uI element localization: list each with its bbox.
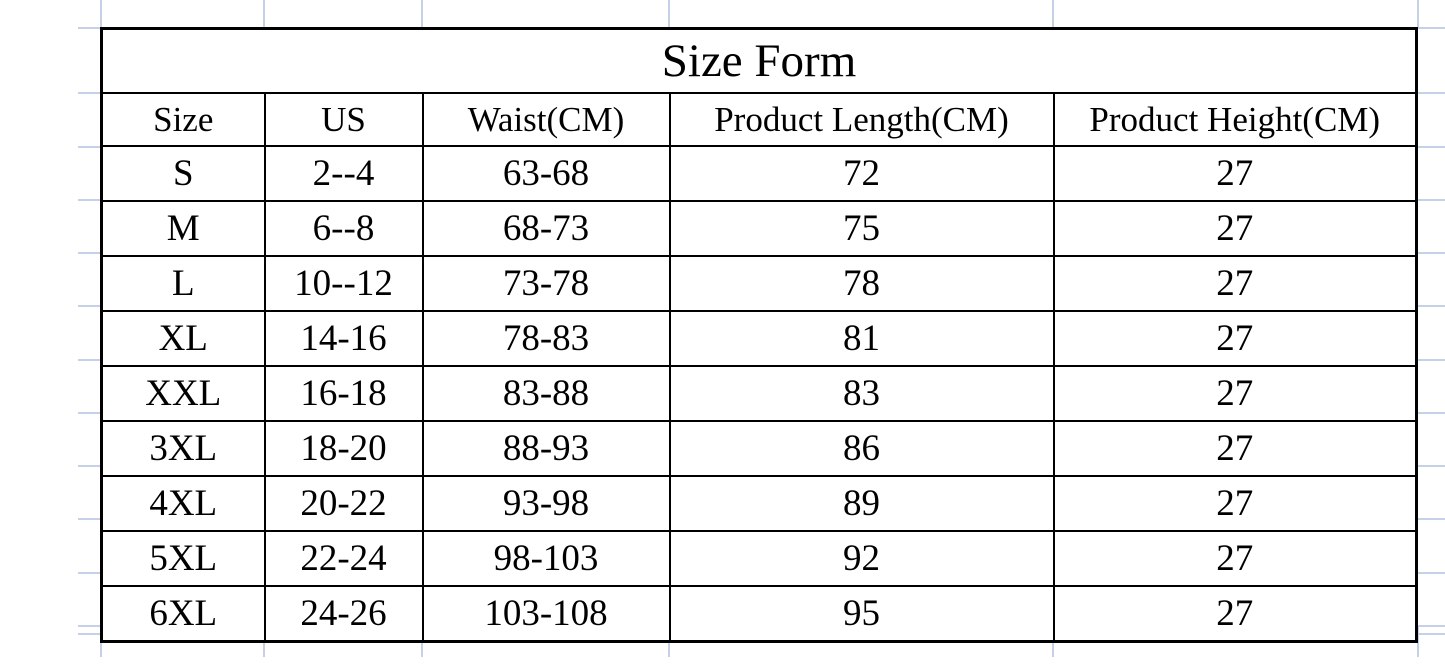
value-cell: 27: [1052, 310, 1418, 367]
gridline-segment: [1417, 0, 1419, 27]
gridline-segment: [1052, 0, 1054, 27]
size-label-cell: 6XL: [100, 585, 266, 643]
gridline-segment: [1415, 518, 1445, 520]
gridline-segment: [1415, 146, 1445, 148]
gridline-segment: [421, 0, 423, 27]
gridline-segment: [1415, 625, 1445, 627]
size-label-cell: S: [100, 145, 266, 202]
gridline-segment: [100, 0, 102, 27]
value-cell: 72: [668, 145, 1055, 202]
value-cell: 78-83: [421, 310, 671, 367]
size-label-cell: L: [100, 255, 266, 312]
value-cell: 92: [668, 530, 1055, 587]
gridline-segment: [78, 199, 100, 201]
size-label-cell: XXL: [100, 365, 266, 422]
value-cell: 27: [1052, 475, 1418, 532]
value-cell: 63-68: [421, 145, 671, 202]
table-body: S 2--4 63-68 72 27 M 6--8 68-73 75 27 L 10--12 73-78…: [100, 145, 1418, 643]
value-cell: 27: [1052, 145, 1418, 202]
value-cell: 73-78: [421, 255, 671, 312]
value-cell: 95: [668, 585, 1055, 643]
value-cell: 98-103: [421, 530, 671, 587]
gridline-segment: [78, 572, 100, 574]
column-header: Waist(CM): [421, 92, 671, 147]
column-header: Product Length(CM): [668, 92, 1055, 147]
gridline-segment: [78, 146, 100, 148]
column-header: Product Height(CM): [1052, 92, 1418, 147]
gridline-segment: [1415, 359, 1445, 361]
size-label-cell: 4XL: [100, 475, 266, 532]
table-row: 4XL 20-22 93-98 89 27: [100, 475, 1418, 532]
size-label-cell: 5XL: [100, 530, 266, 587]
gridline-segment: [78, 305, 100, 307]
gridline-segment: [78, 412, 100, 414]
gridline-segment: [263, 0, 265, 27]
value-cell: 68-73: [421, 200, 671, 257]
gridline-segment: [1415, 305, 1445, 307]
table-row: XXL 16-18 83-88 83 27: [100, 365, 1418, 422]
gridline-segment: [78, 359, 100, 361]
column-header: US: [263, 92, 424, 147]
gridline-segment: [1415, 252, 1445, 254]
header-row: Size US Waist(CM) Product Length(CM) Product…: [100, 92, 1418, 147]
title-row: Size Form: [100, 27, 1418, 94]
value-cell: 10--12: [263, 255, 424, 312]
size-label-cell: XL: [100, 310, 266, 367]
value-cell: 83: [668, 365, 1055, 422]
value-cell: 14-16: [263, 310, 424, 367]
table-row: M 6--8 68-73 75 27: [100, 200, 1418, 257]
gridline-segment: [78, 518, 100, 520]
column-header: Size: [100, 92, 266, 147]
value-cell: 27: [1052, 530, 1418, 587]
gridline-segment: [1415, 199, 1445, 201]
value-cell: 6--8: [263, 200, 424, 257]
value-cell: 89: [668, 475, 1055, 532]
value-cell: 88-93: [421, 420, 671, 477]
gridline-segment: [78, 625, 100, 627]
table-head: Size Form Size US Waist(CM) Product Length(…: [100, 27, 1418, 147]
value-cell: 27: [1052, 255, 1418, 312]
gridline-segment: [668, 0, 670, 27]
value-cell: 75: [668, 200, 1055, 257]
gridline-segment: [1415, 465, 1445, 467]
gridline-segment: [78, 92, 100, 94]
value-cell: 27: [1052, 420, 1418, 477]
value-cell: 27: [1052, 365, 1418, 422]
value-cell: 2--4: [263, 145, 424, 202]
value-cell: 83-88: [421, 365, 671, 422]
value-cell: 81: [668, 310, 1055, 367]
value-cell: 93-98: [421, 475, 671, 532]
table-row: 5XL 22-24 98-103 92 27: [100, 530, 1418, 587]
size-label-cell: M: [100, 200, 266, 257]
table-row: S 2--4 63-68 72 27: [100, 145, 1418, 202]
value-cell: 24-26: [263, 585, 424, 643]
table-row: XL 14-16 78-83 81 27: [100, 310, 1418, 367]
value-cell: 22-24: [263, 530, 424, 587]
gridline-segment: [1415, 412, 1445, 414]
value-cell: 16-18: [263, 365, 424, 422]
table-row: 6XL 24-26 103-108 95 27: [100, 585, 1418, 643]
gridline-segment: [1415, 27, 1445, 29]
gridline-segment: [1415, 572, 1445, 574]
gridline-segment: [78, 27, 100, 29]
value-cell: 27: [1052, 200, 1418, 257]
value-cell: 27: [1052, 585, 1418, 643]
size-chart-table: Size Form Size US Waist(CM) Product Length(…: [100, 27, 1419, 643]
table-title: Size Form: [100, 27, 1418, 94]
value-cell: 78: [668, 255, 1055, 312]
value-cell: 20-22: [263, 475, 424, 532]
table-row: 3XL 18-20 88-93 86 27: [100, 420, 1418, 477]
gridline-segment: [1415, 92, 1445, 94]
gridline-segment: [78, 252, 100, 254]
size-label-cell: 3XL: [100, 420, 266, 477]
value-cell: 18-20: [263, 420, 424, 477]
value-cell: 103-108: [421, 585, 671, 643]
table-row: L 10--12 73-78 78 27: [100, 255, 1418, 312]
value-cell: 86: [668, 420, 1055, 477]
gridline-segment: [78, 465, 100, 467]
